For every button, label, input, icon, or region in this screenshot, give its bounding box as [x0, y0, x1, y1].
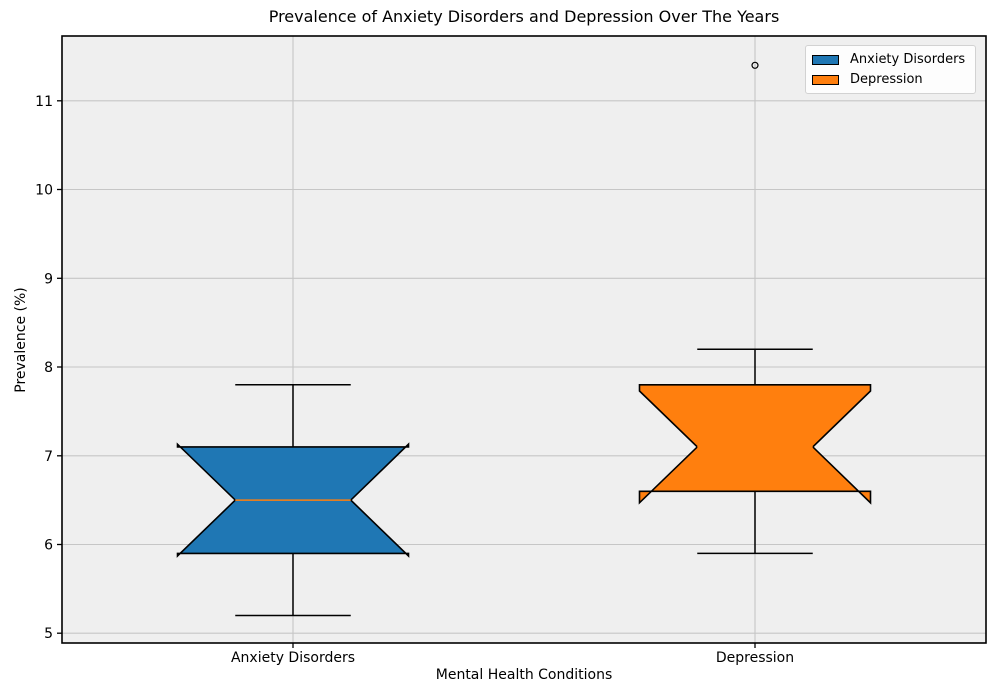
legend-swatch-depression [812, 74, 839, 85]
box-depression [638, 383, 872, 505]
legend-label-anxiety-disorders: Anxiety Disorders [850, 52, 966, 67]
legend-swatch-anxiety-disorders [812, 54, 839, 65]
y-tick-label: 9 [44, 271, 53, 287]
x-axis-label: Mental Health Conditions [435, 667, 613, 683]
legend: Anxiety Disorders Depression [805, 45, 977, 94]
y-tick-label: 8 [44, 360, 53, 376]
y-tick-label: 6 [44, 538, 53, 554]
y-tick-label: 7 [44, 449, 53, 465]
y-tick-label: 11 [35, 94, 53, 110]
outlier-point-depression [751, 61, 759, 69]
legend-label-depression: Depression [850, 72, 923, 87]
x-tick-label: Depression [716, 650, 794, 666]
chart-title: Prevalence of Anxiety Disorders and Depr… [268, 7, 780, 26]
x-tick-label: Anxiety Disorders [231, 650, 355, 666]
y-axis-label: Prevalence (%) [13, 287, 29, 393]
y-tick-label: 10 [35, 183, 53, 199]
y-tick-label: 5 [44, 626, 53, 642]
axes-frame [61, 35, 987, 644]
legend-item-anxiety-disorders: Anxiety Disorders [812, 50, 965, 69]
legend-item-depression: Depression [812, 70, 965, 89]
